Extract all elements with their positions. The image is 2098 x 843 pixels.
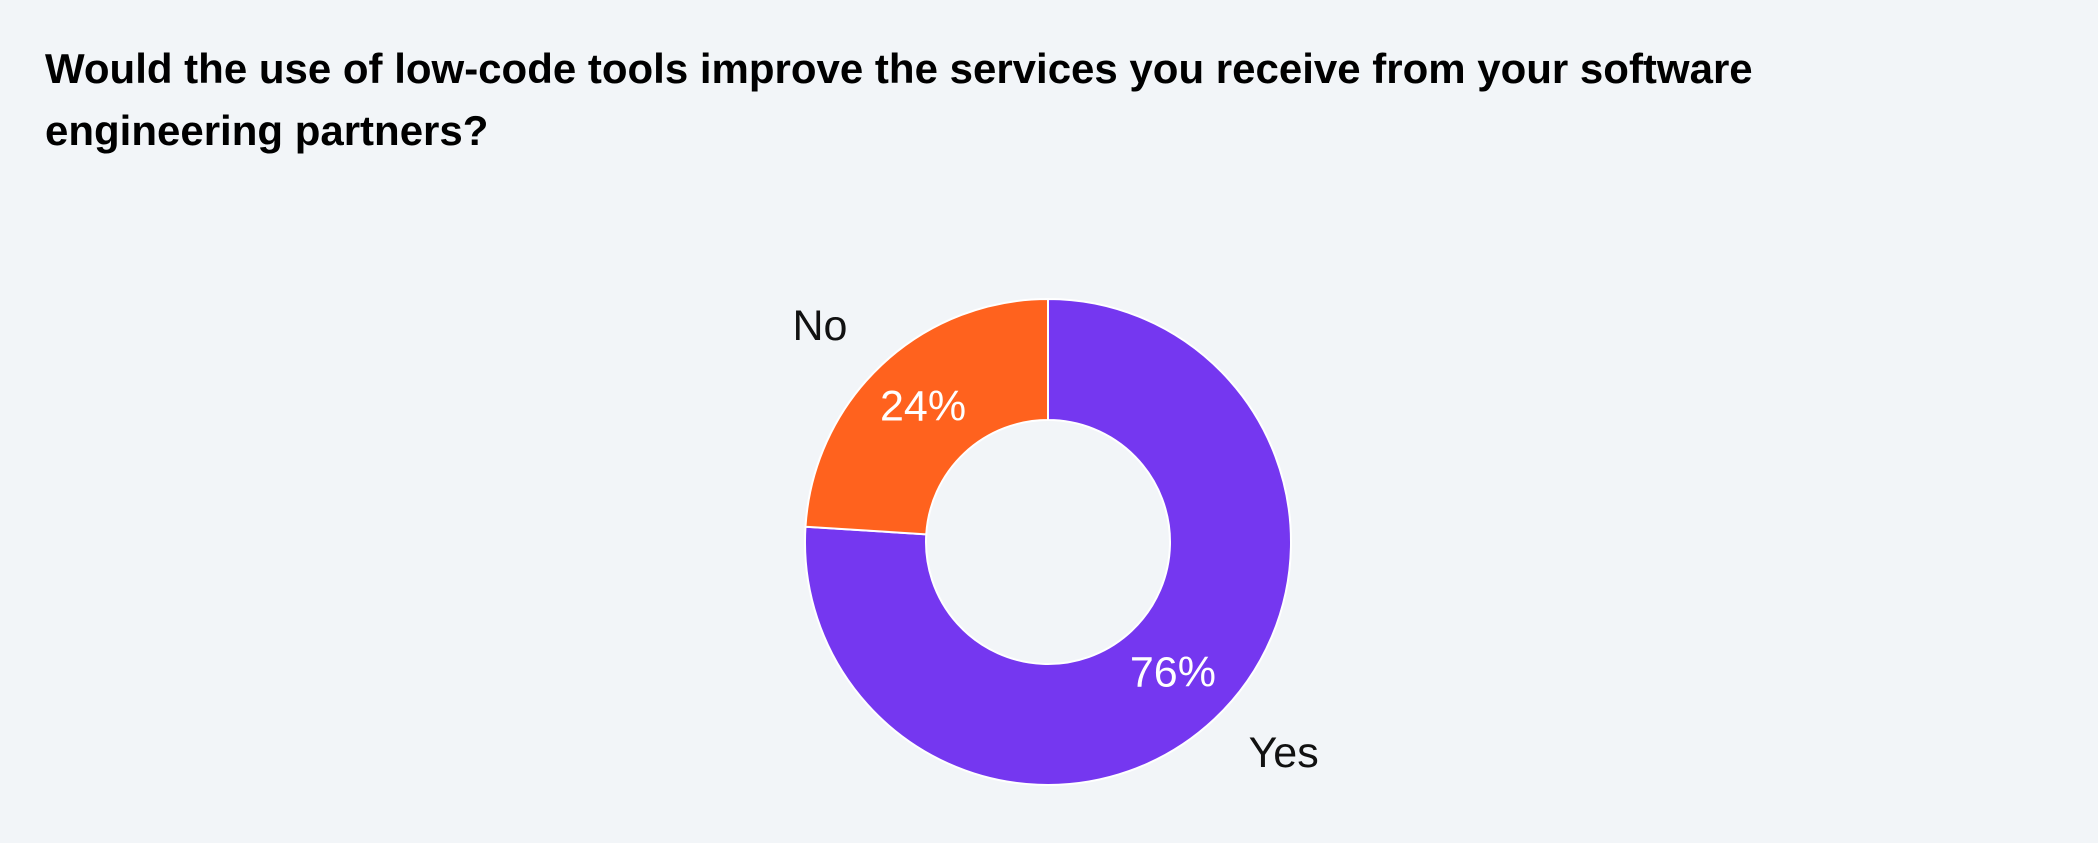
value-label: 76% (1130, 648, 1216, 696)
category-label: No (792, 302, 847, 350)
pie-slice (804, 297, 1049, 536)
pie-slice (804, 297, 1292, 786)
value-label: 24% (880, 382, 966, 430)
chart-title: Would the use of low-code tools improve … (45, 45, 1753, 154)
category-label: Yes (1249, 729, 1319, 777)
